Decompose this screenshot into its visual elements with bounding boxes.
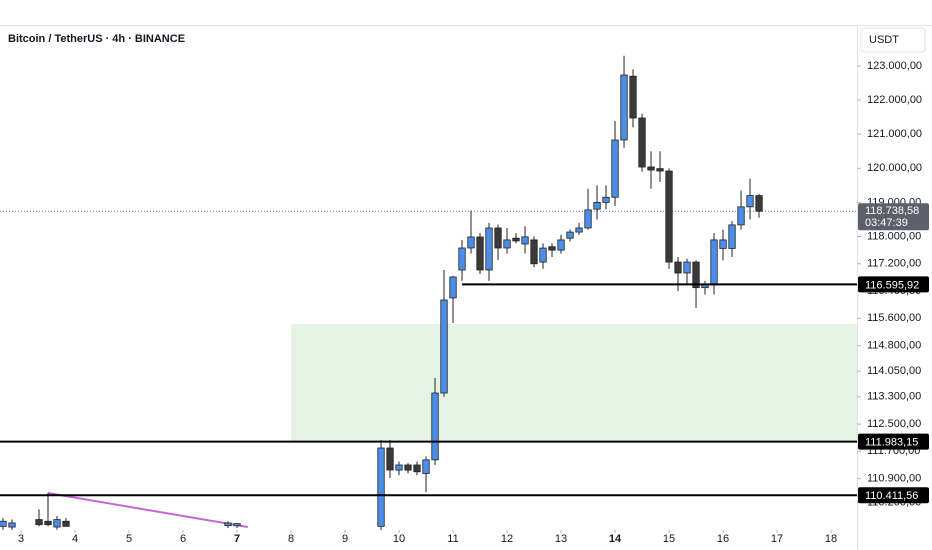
candle-body <box>44 520 52 526</box>
candle-body <box>458 247 466 271</box>
currency-label: USDT <box>869 34 899 46</box>
y-tick-label: 113.300,00 <box>867 391 921 403</box>
candle-body <box>584 209 592 229</box>
candle-body <box>512 237 520 242</box>
candle-body <box>503 239 511 249</box>
candle-body <box>422 459 430 474</box>
x-tick-label: 4 <box>72 533 78 545</box>
candle-body <box>602 196 610 203</box>
x-tick-label: 9 <box>342 533 348 545</box>
y-tick-label: 120.000,00 <box>867 162 922 174</box>
candle-body <box>692 261 700 289</box>
x-tick-label: 8 <box>288 533 294 545</box>
candle-body <box>719 239 727 249</box>
current-price-box <box>858 203 929 231</box>
x-tick-label: 10 <box>393 533 405 545</box>
candle-body <box>35 519 43 526</box>
candle-body <box>413 464 421 473</box>
candle-body <box>647 166 655 171</box>
x-tick-label: 16 <box>717 533 729 545</box>
candle-body <box>539 247 547 263</box>
x-tick-label: 18 <box>825 533 837 545</box>
candle-body <box>62 520 70 527</box>
candle-body <box>386 447 394 471</box>
x-tick-label: 13 <box>555 533 567 545</box>
candle-body <box>449 276 457 299</box>
candle-body <box>224 522 232 527</box>
x-tick-label: 6 <box>180 533 186 545</box>
y-tick-label: 123.000,00 <box>867 60 922 72</box>
candle-body <box>629 75 637 119</box>
candle-body <box>746 195 754 208</box>
candle-body <box>233 523 241 527</box>
candle-body <box>620 74 628 141</box>
y-tick-label: 112.500,00 <box>867 418 921 430</box>
candle-body <box>683 261 691 274</box>
candle-body <box>566 231 574 239</box>
countdown-label: 03:47:39 <box>865 217 908 229</box>
trendline <box>47 492 248 528</box>
x-tick-label: 5 <box>126 533 132 545</box>
candle-body <box>521 236 529 245</box>
y-tick-label: 121.000,00 <box>867 128 922 140</box>
candle-body <box>674 261 682 274</box>
candle-body <box>737 206 745 226</box>
candle-body <box>476 236 484 271</box>
candle-body <box>53 519 61 528</box>
x-tick-label: 12 <box>501 533 513 545</box>
plot-area <box>0 55 857 530</box>
current-price-label: 118.738,58 <box>865 205 919 217</box>
level-price-box <box>858 276 929 293</box>
y-tick-label: 110.900,00 <box>867 473 921 485</box>
y-tick-label: 117.200,00 <box>867 258 921 270</box>
candle-body <box>593 201 601 210</box>
x-tick-label: 3 <box>18 533 24 545</box>
candle-body <box>494 227 502 249</box>
candle-body <box>548 246 556 251</box>
x-tick-label: 17 <box>771 533 783 545</box>
axes: 123.000,00 122.000,00 121.000,00 120.000,00… <box>18 60 929 545</box>
level-price-label: 111.983,15 <box>865 437 918 449</box>
chart-title: Bitcoin / TetherUS · 4h · BINANCE <box>8 33 185 45</box>
candle-body <box>710 239 718 286</box>
candle-body <box>404 464 412 471</box>
candle-body <box>440 299 448 394</box>
candle-body <box>395 464 403 471</box>
candle-body <box>665 170 673 263</box>
x-tick-label: 14 <box>609 533 622 545</box>
y-tick-label: 115.600,00 <box>867 312 921 324</box>
candle-body <box>557 239 565 251</box>
candle-body <box>656 168 664 172</box>
y-tick-label: 114.800,00 <box>867 340 921 352</box>
demand-zone <box>291 324 857 442</box>
level-price-box <box>858 433 929 450</box>
y-tick-label: 122.000,00 <box>867 94 922 106</box>
candle-body <box>467 236 475 249</box>
level-price-label: 110.411,56 <box>865 490 918 502</box>
x-tick-label: 15 <box>663 533 675 545</box>
y-tick-label: 114.050,00 <box>867 365 921 377</box>
level-price-label: 116.595,92 <box>865 279 919 291</box>
candle-body <box>8 522 16 528</box>
x-tick-label: 7 <box>234 533 240 545</box>
x-tick-label: 11 <box>447 533 458 545</box>
candle-body <box>485 227 493 271</box>
candle-body <box>530 239 538 265</box>
level-price-box <box>858 487 929 504</box>
candle-body <box>431 392 439 461</box>
candle-body <box>377 447 385 527</box>
candle-body <box>0 520 7 527</box>
candle-body <box>611 139 619 198</box>
y-tick-label: 118.000,00 <box>867 230 921 242</box>
candle-body <box>638 117 646 168</box>
currency-button[interactable] <box>860 27 926 53</box>
candle-body <box>755 195 763 212</box>
candle-body <box>728 224 736 249</box>
candle-body <box>575 227 583 233</box>
